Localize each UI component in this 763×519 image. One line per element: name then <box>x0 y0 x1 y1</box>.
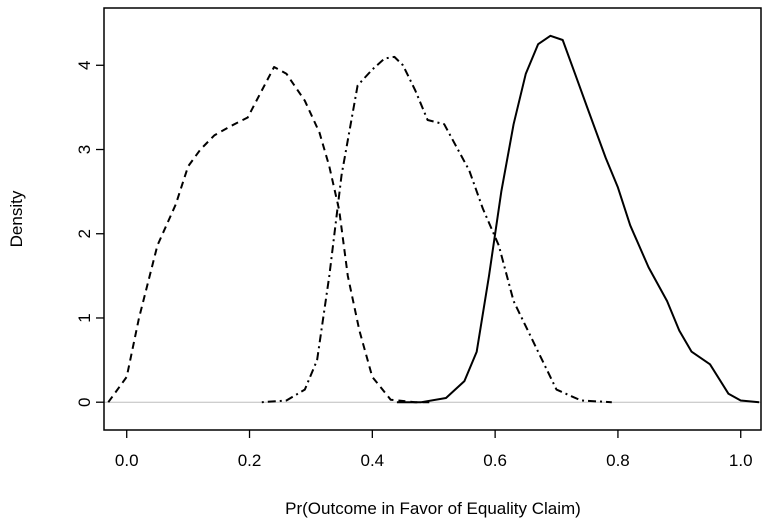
x-tick-label: 0.2 <box>238 451 262 470</box>
y-tick-label: 2 <box>75 229 94 238</box>
y-tick-label: 3 <box>75 145 94 154</box>
y-axis-label: Density <box>7 190 26 247</box>
density-line <box>107 66 434 404</box>
density-line <box>261 55 612 404</box>
x-axis-label: Pr(Outcome in Favor of Equality Claim) <box>285 499 581 518</box>
y-tick-label: 4 <box>75 61 94 70</box>
x-tick-label: 0.4 <box>361 451 385 470</box>
y-tick-label: 1 <box>75 313 94 322</box>
x-tick-label: 0.6 <box>483 451 507 470</box>
y-tick-label: 0 <box>75 397 94 406</box>
x-tick-label: 0.8 <box>606 451 630 470</box>
plot-frame <box>103 7 762 431</box>
density-line <box>396 34 760 404</box>
x-tick-label: 1.0 <box>729 451 753 470</box>
x-tick-label: 0.0 <box>115 451 139 470</box>
